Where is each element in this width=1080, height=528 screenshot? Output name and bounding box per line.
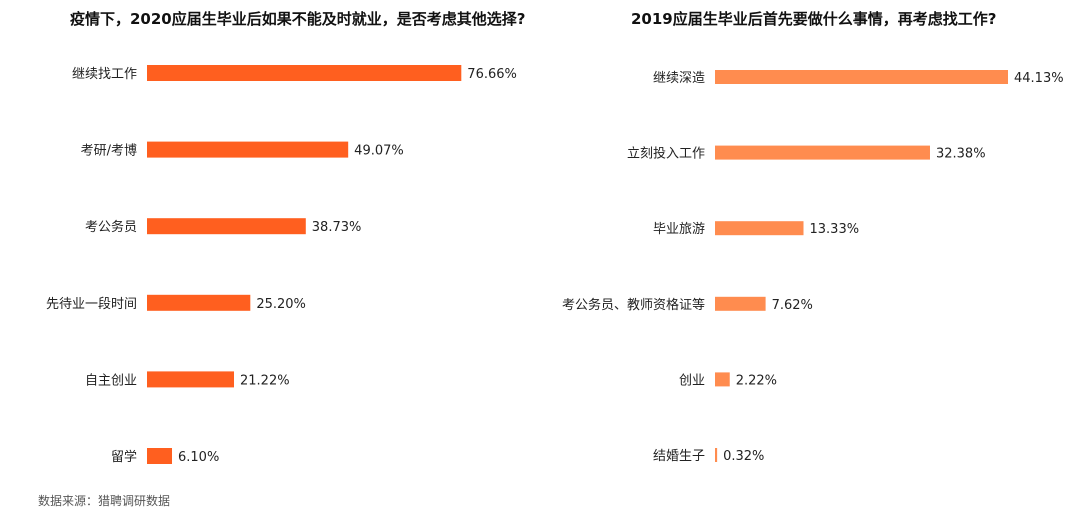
- data-source-note: 数据来源：猎聘调研数据: [38, 494, 171, 508]
- bar: [715, 448, 718, 462]
- category-label: 继续深造: [653, 71, 705, 86]
- category-label: 考公务员、教师资格证等: [562, 297, 705, 313]
- category-label: 自主创业: [85, 373, 137, 388]
- value-label: 49.07%: [354, 144, 404, 159]
- value-label: 76.66%: [467, 67, 517, 82]
- left-chart-title: 疫情下，2020应届生毕业后如果不能及时就业，是否考虑其他选择?: [70, 10, 526, 28]
- category-label: 继续找工作: [72, 67, 137, 82]
- bar: [715, 145, 930, 160]
- value-label: 0.32%: [723, 449, 764, 464]
- right-chart-title: 2019应届生毕业后首先要做什么事情，再考虑找工作?: [631, 10, 997, 28]
- left-chart: 疫情下，2020应届生毕业后如果不能及时就业，是否考虑其他选择? 继续找工作 76…: [46, 10, 526, 465]
- bar: [715, 372, 730, 387]
- value-label: 13.33%: [810, 222, 860, 237]
- category-label: 立刻投入工作: [627, 146, 705, 162]
- bar: [715, 70, 1008, 84]
- bar: [715, 296, 766, 311]
- value-label: 2.22%: [736, 373, 777, 388]
- left-chart-plot: 继续找工作 76.66% 考研/考博 49.07% 考公务员 38.73% 先待业一段时间 2…: [46, 65, 517, 465]
- value-label: 38.73%: [312, 220, 362, 235]
- right-chart-plot: 继续深造 44.13% 立刻投入工作 32.38% 毕业旅游 13.33% 考公务员、教师资…: [562, 70, 1064, 464]
- category-label: 留学: [111, 449, 137, 465]
- bar: [715, 221, 804, 236]
- value-label: 6.10%: [178, 450, 219, 465]
- bar: [147, 65, 462, 81]
- category-label: 毕业旅游: [653, 222, 705, 237]
- category-label: 考研/考博: [81, 144, 137, 159]
- bar: [147, 294, 251, 311]
- bar: [147, 141, 349, 158]
- category-label: 创业: [679, 373, 705, 388]
- value-label: 7.62%: [772, 298, 813, 313]
- bar: [147, 448, 173, 464]
- category-label: 结婚生子: [653, 449, 705, 464]
- value-label: 25.20%: [256, 297, 306, 312]
- value-label: 32.38%: [936, 147, 986, 162]
- value-label: 21.22%: [240, 373, 290, 388]
- value-label: 44.13%: [1014, 71, 1064, 86]
- bar: [147, 218, 306, 235]
- category-label: 考公务员: [85, 219, 137, 235]
- right-chart: 2019应届生毕业后首先要做什么事情，再考虑找工作? 继续深造 44.13% 立刻投…: [545, 0, 1080, 528]
- bar: [147, 371, 235, 388]
- category-label: 先待业一段时间: [46, 297, 137, 312]
